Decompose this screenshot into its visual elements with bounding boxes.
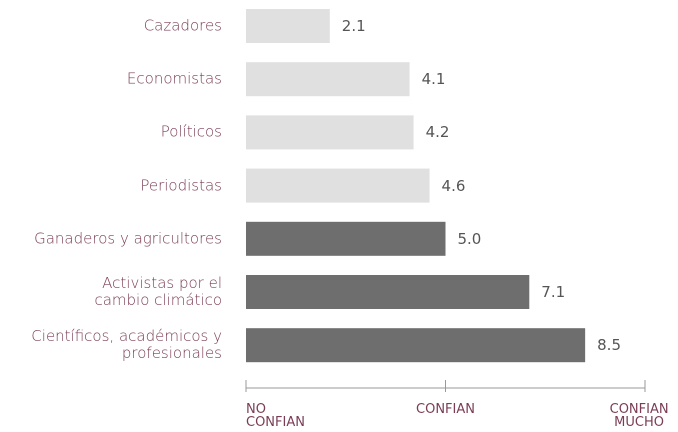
category-label: Políticos [160, 122, 222, 141]
value-label: 2.1 [341, 17, 366, 35]
value-label: 4.2 [425, 123, 450, 142]
x-tick-label: NO CONFIAN [246, 402, 305, 430]
bar [246, 328, 586, 363]
category-label: Cazadores [143, 16, 222, 35]
bar [246, 62, 410, 97]
x-tick-label: CONFIAN [416, 402, 475, 417]
bar [246, 168, 430, 203]
category-label: Periodistas [140, 176, 222, 195]
category-label: Activistas por el cambio climático [94, 274, 222, 309]
bar [246, 9, 330, 43]
value-label: 4.6 [441, 176, 466, 195]
x-tick-label: CONFIAN MUCHO [609, 402, 669, 430]
category-label: Ganaderos y agricultores [34, 229, 222, 248]
value-label: 5.0 [457, 229, 482, 248]
bar [246, 221, 446, 256]
value-label: 7.1 [541, 283, 566, 301]
value-label: 8.5 [597, 336, 621, 355]
category-label: Economistas [126, 69, 222, 88]
bar [246, 275, 530, 309]
value-label: 4.1 [421, 70, 446, 89]
bar [246, 115, 414, 150]
category-label: Científicos, académicos y profesionales [31, 327, 222, 363]
